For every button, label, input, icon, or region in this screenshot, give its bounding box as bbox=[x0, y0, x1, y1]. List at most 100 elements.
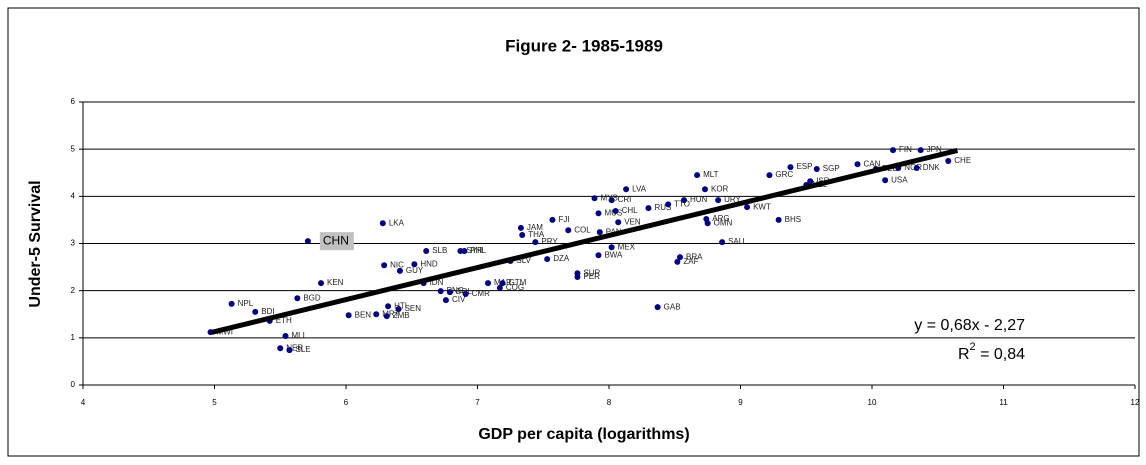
point bbox=[499, 280, 506, 287]
point-label: BWA bbox=[604, 250, 623, 259]
point-label: TTO bbox=[674, 199, 690, 208]
point-label: PER bbox=[583, 272, 600, 281]
point-label: KWT bbox=[753, 202, 771, 211]
point bbox=[519, 232, 526, 239]
r2-rest: = 0,84 bbox=[976, 346, 1025, 363]
point-label: BGD bbox=[303, 293, 321, 302]
point bbox=[277, 345, 284, 352]
point-label: BHS bbox=[785, 215, 801, 224]
point bbox=[304, 238, 311, 245]
point-label: LKA bbox=[389, 218, 405, 227]
point bbox=[787, 164, 794, 171]
point-label: NOR bbox=[904, 163, 922, 172]
point-label: SEN bbox=[405, 304, 422, 313]
chart-title: Figure 2- 1985-1989 bbox=[505, 36, 663, 55]
point-label: VEN bbox=[624, 217, 641, 226]
point bbox=[775, 216, 782, 223]
point-label: GTM bbox=[508, 278, 526, 287]
point bbox=[532, 239, 539, 246]
point-label: COL bbox=[574, 225, 591, 234]
point-label: CHL bbox=[622, 206, 639, 215]
point-label: BRA bbox=[686, 252, 703, 261]
point bbox=[549, 216, 556, 223]
chart-border bbox=[7, 7, 1140, 457]
point-label: ARG bbox=[712, 214, 729, 223]
x-tick-label: 11 bbox=[999, 398, 1008, 407]
point bbox=[383, 313, 390, 320]
point-label: ZAF bbox=[683, 257, 698, 266]
point-label: SAU bbox=[728, 237, 745, 246]
point-label: MLT bbox=[703, 170, 719, 179]
point bbox=[715, 197, 722, 204]
y-tick-label: 3 bbox=[71, 239, 76, 248]
point bbox=[423, 248, 430, 255]
point bbox=[485, 280, 492, 287]
x-tick-label: 8 bbox=[607, 398, 612, 407]
x-tick-label: 12 bbox=[1131, 398, 1140, 407]
point bbox=[654, 304, 661, 311]
point bbox=[442, 297, 449, 304]
point-label: MRT bbox=[382, 309, 399, 318]
point bbox=[462, 290, 469, 297]
point bbox=[744, 204, 751, 211]
point-label: SUR bbox=[583, 268, 600, 277]
point bbox=[703, 215, 710, 222]
point bbox=[913, 165, 920, 172]
point bbox=[318, 280, 325, 287]
trend-equation: y = 0,68x - 2,27 bbox=[914, 317, 1025, 334]
point-label: FJI bbox=[558, 215, 569, 224]
x-tick-label: 4 bbox=[81, 398, 86, 407]
point-label: SLB bbox=[432, 246, 447, 255]
point bbox=[396, 267, 403, 274]
x-tick-label: 5 bbox=[212, 398, 217, 407]
point bbox=[282, 332, 289, 339]
point bbox=[496, 284, 503, 291]
point bbox=[373, 311, 380, 318]
point bbox=[574, 273, 581, 280]
y-tick-label: 6 bbox=[71, 97, 76, 106]
point-label: BEN bbox=[355, 310, 372, 319]
point-label: GAB bbox=[664, 302, 681, 311]
r2-sup: 2 bbox=[970, 341, 976, 353]
y-tick-label: 5 bbox=[71, 144, 76, 153]
point-label: MLI bbox=[292, 331, 305, 340]
point-label: CMR bbox=[472, 289, 490, 298]
point-label: CHN bbox=[323, 233, 349, 247]
point-label: SLE bbox=[295, 345, 310, 354]
point bbox=[446, 289, 453, 296]
point-label: ETH bbox=[276, 316, 292, 325]
point bbox=[854, 161, 861, 168]
x-axis-label: GDP per capita (logarithms) bbox=[478, 426, 689, 443]
point-label: NER bbox=[286, 343, 303, 352]
point-label: USA bbox=[891, 175, 908, 184]
point-label: DNK bbox=[923, 163, 941, 172]
point-label: KEN bbox=[327, 278, 344, 287]
point bbox=[565, 227, 572, 234]
point-label: PHL bbox=[470, 246, 486, 255]
point-label: SGP bbox=[823, 164, 840, 173]
point-label: GRC bbox=[775, 170, 793, 179]
point bbox=[252, 308, 259, 315]
point-label: KOR bbox=[711, 184, 729, 193]
point bbox=[286, 347, 293, 354]
point bbox=[544, 256, 551, 263]
point-label: GUY bbox=[406, 266, 424, 275]
point-label: OMN bbox=[714, 218, 733, 227]
point bbox=[882, 177, 889, 184]
point bbox=[677, 254, 684, 261]
point-label: NPL bbox=[238, 299, 254, 308]
point-label: MWI bbox=[217, 327, 233, 336]
point bbox=[623, 186, 630, 193]
point bbox=[437, 288, 444, 295]
point-label: CRI bbox=[618, 195, 632, 204]
point-label: PRY bbox=[541, 237, 558, 246]
point-label: NIC bbox=[390, 260, 404, 269]
point-label: SLV bbox=[516, 256, 531, 265]
point-label: MEX bbox=[618, 242, 636, 251]
point bbox=[701, 186, 708, 193]
point bbox=[591, 195, 598, 202]
point bbox=[645, 205, 652, 212]
r2-base: R bbox=[958, 346, 970, 363]
point bbox=[890, 147, 897, 154]
point-label: URY bbox=[724, 195, 741, 204]
